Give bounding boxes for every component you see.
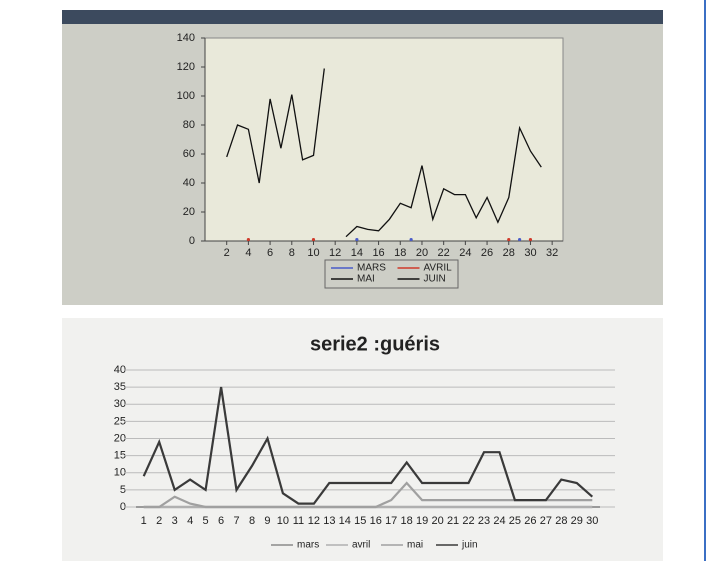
x-tick-label: 14 xyxy=(351,247,363,259)
y-tick-label: 25 xyxy=(114,415,126,427)
x-tick-label: 12 xyxy=(329,247,341,259)
x-tick-label: 28 xyxy=(555,515,567,527)
y-tick-label: 0 xyxy=(120,501,126,513)
point xyxy=(246,237,250,242)
x-tick-label: 30 xyxy=(586,515,598,527)
x-tick-label: 20 xyxy=(431,515,443,527)
line xyxy=(226,68,325,184)
x-tick-label: 28 xyxy=(503,247,515,259)
photo-frame xyxy=(62,318,663,561)
x-tick-label: 18 xyxy=(401,515,413,527)
x-tick-label: 30 xyxy=(524,247,536,259)
x-tick-label: 12 xyxy=(308,515,320,527)
x-tick-label: 8 xyxy=(249,515,255,527)
point xyxy=(518,237,522,242)
legend-box xyxy=(324,259,459,289)
x-tick-label: 10 xyxy=(277,515,289,527)
x-tick-label: 27 xyxy=(540,515,552,527)
x-tick-label: 23 xyxy=(478,515,490,527)
x-tick-label: 24 xyxy=(493,515,505,527)
x-tick-label: 29 xyxy=(571,515,583,527)
x-tick-label: 20 xyxy=(416,247,428,259)
x-tick-label: 6 xyxy=(267,247,273,259)
chart-title: serie2 :guéris xyxy=(310,333,440,355)
plot-area xyxy=(204,37,564,242)
legend-label: juin xyxy=(461,540,478,551)
legend-label: MAI xyxy=(357,274,375,285)
line xyxy=(345,125,542,238)
point xyxy=(409,237,413,242)
x-tick-label: 32 xyxy=(546,247,558,259)
point xyxy=(311,237,316,242)
x-tick-label: 22 xyxy=(462,515,474,527)
y-tick-label: 20 xyxy=(183,206,195,218)
x-tick-label: 10 xyxy=(307,247,319,259)
y-tick-label: 30 xyxy=(114,398,126,410)
x-tick-label: 15 xyxy=(354,515,366,527)
legend-label: MARS xyxy=(357,263,386,274)
y-tick-label: 100 xyxy=(177,90,195,102)
point xyxy=(507,237,511,242)
y-tick-label: 140 xyxy=(177,32,195,44)
x-tick-label: 21 xyxy=(447,515,459,527)
y-tick-label: 120 xyxy=(177,61,195,73)
x-tick-label: 13 xyxy=(323,515,335,527)
x-tick-label: 26 xyxy=(524,515,536,527)
y-tick-label: 40 xyxy=(183,177,195,189)
x-tick-label: 18 xyxy=(394,247,406,259)
x-tick-label: 22 xyxy=(438,247,450,259)
y-tick-label: 40 xyxy=(114,364,126,376)
x-tick-label: 16 xyxy=(370,515,382,527)
x-tick-label: 7 xyxy=(233,515,239,527)
y-tick-label: 60 xyxy=(183,148,195,160)
x-tick-label: 4 xyxy=(187,515,193,527)
x-tick-label: 19 xyxy=(416,515,428,527)
legend-label: JUIN xyxy=(424,274,446,285)
x-tick-label: 11 xyxy=(293,515,304,527)
x-tick-label: 1 xyxy=(141,515,147,527)
x-tick-label: 2 xyxy=(156,515,162,527)
x-tick-label: 4 xyxy=(245,247,251,259)
x-tick-label: 3 xyxy=(172,515,178,527)
legend-label: mars xyxy=(297,540,319,551)
x-tick-label: 24 xyxy=(459,247,471,259)
line xyxy=(142,386,594,505)
x-tick-label: 25 xyxy=(509,515,521,527)
y-tick-label: 5 xyxy=(120,484,126,496)
y-tick-label: 0 xyxy=(189,235,195,247)
x-tick-label: 2 xyxy=(224,247,230,259)
y-tick-label: 15 xyxy=(114,450,126,462)
legend-label: mai xyxy=(407,540,423,551)
y-tick-label: 10 xyxy=(114,467,126,479)
x-tick-label: 6 xyxy=(218,515,224,527)
x-tick-label: 5 xyxy=(203,515,209,527)
x-tick-label: 16 xyxy=(372,247,384,259)
legend-label: AVRIL xyxy=(424,263,453,274)
toolbar xyxy=(62,10,663,24)
y-tick-label: 80 xyxy=(183,119,195,131)
x-tick-label: 14 xyxy=(339,515,351,527)
legend-label: avril xyxy=(352,540,370,551)
x-tick-label: 9 xyxy=(264,515,270,527)
x-tick-label: 17 xyxy=(385,515,397,527)
x-tick-label: 8 xyxy=(289,247,295,259)
point xyxy=(355,237,359,242)
point xyxy=(528,237,533,242)
y-tick-label: 35 xyxy=(114,381,126,393)
x-tick-label: 26 xyxy=(481,247,493,259)
y-tick-label: 20 xyxy=(114,432,126,444)
